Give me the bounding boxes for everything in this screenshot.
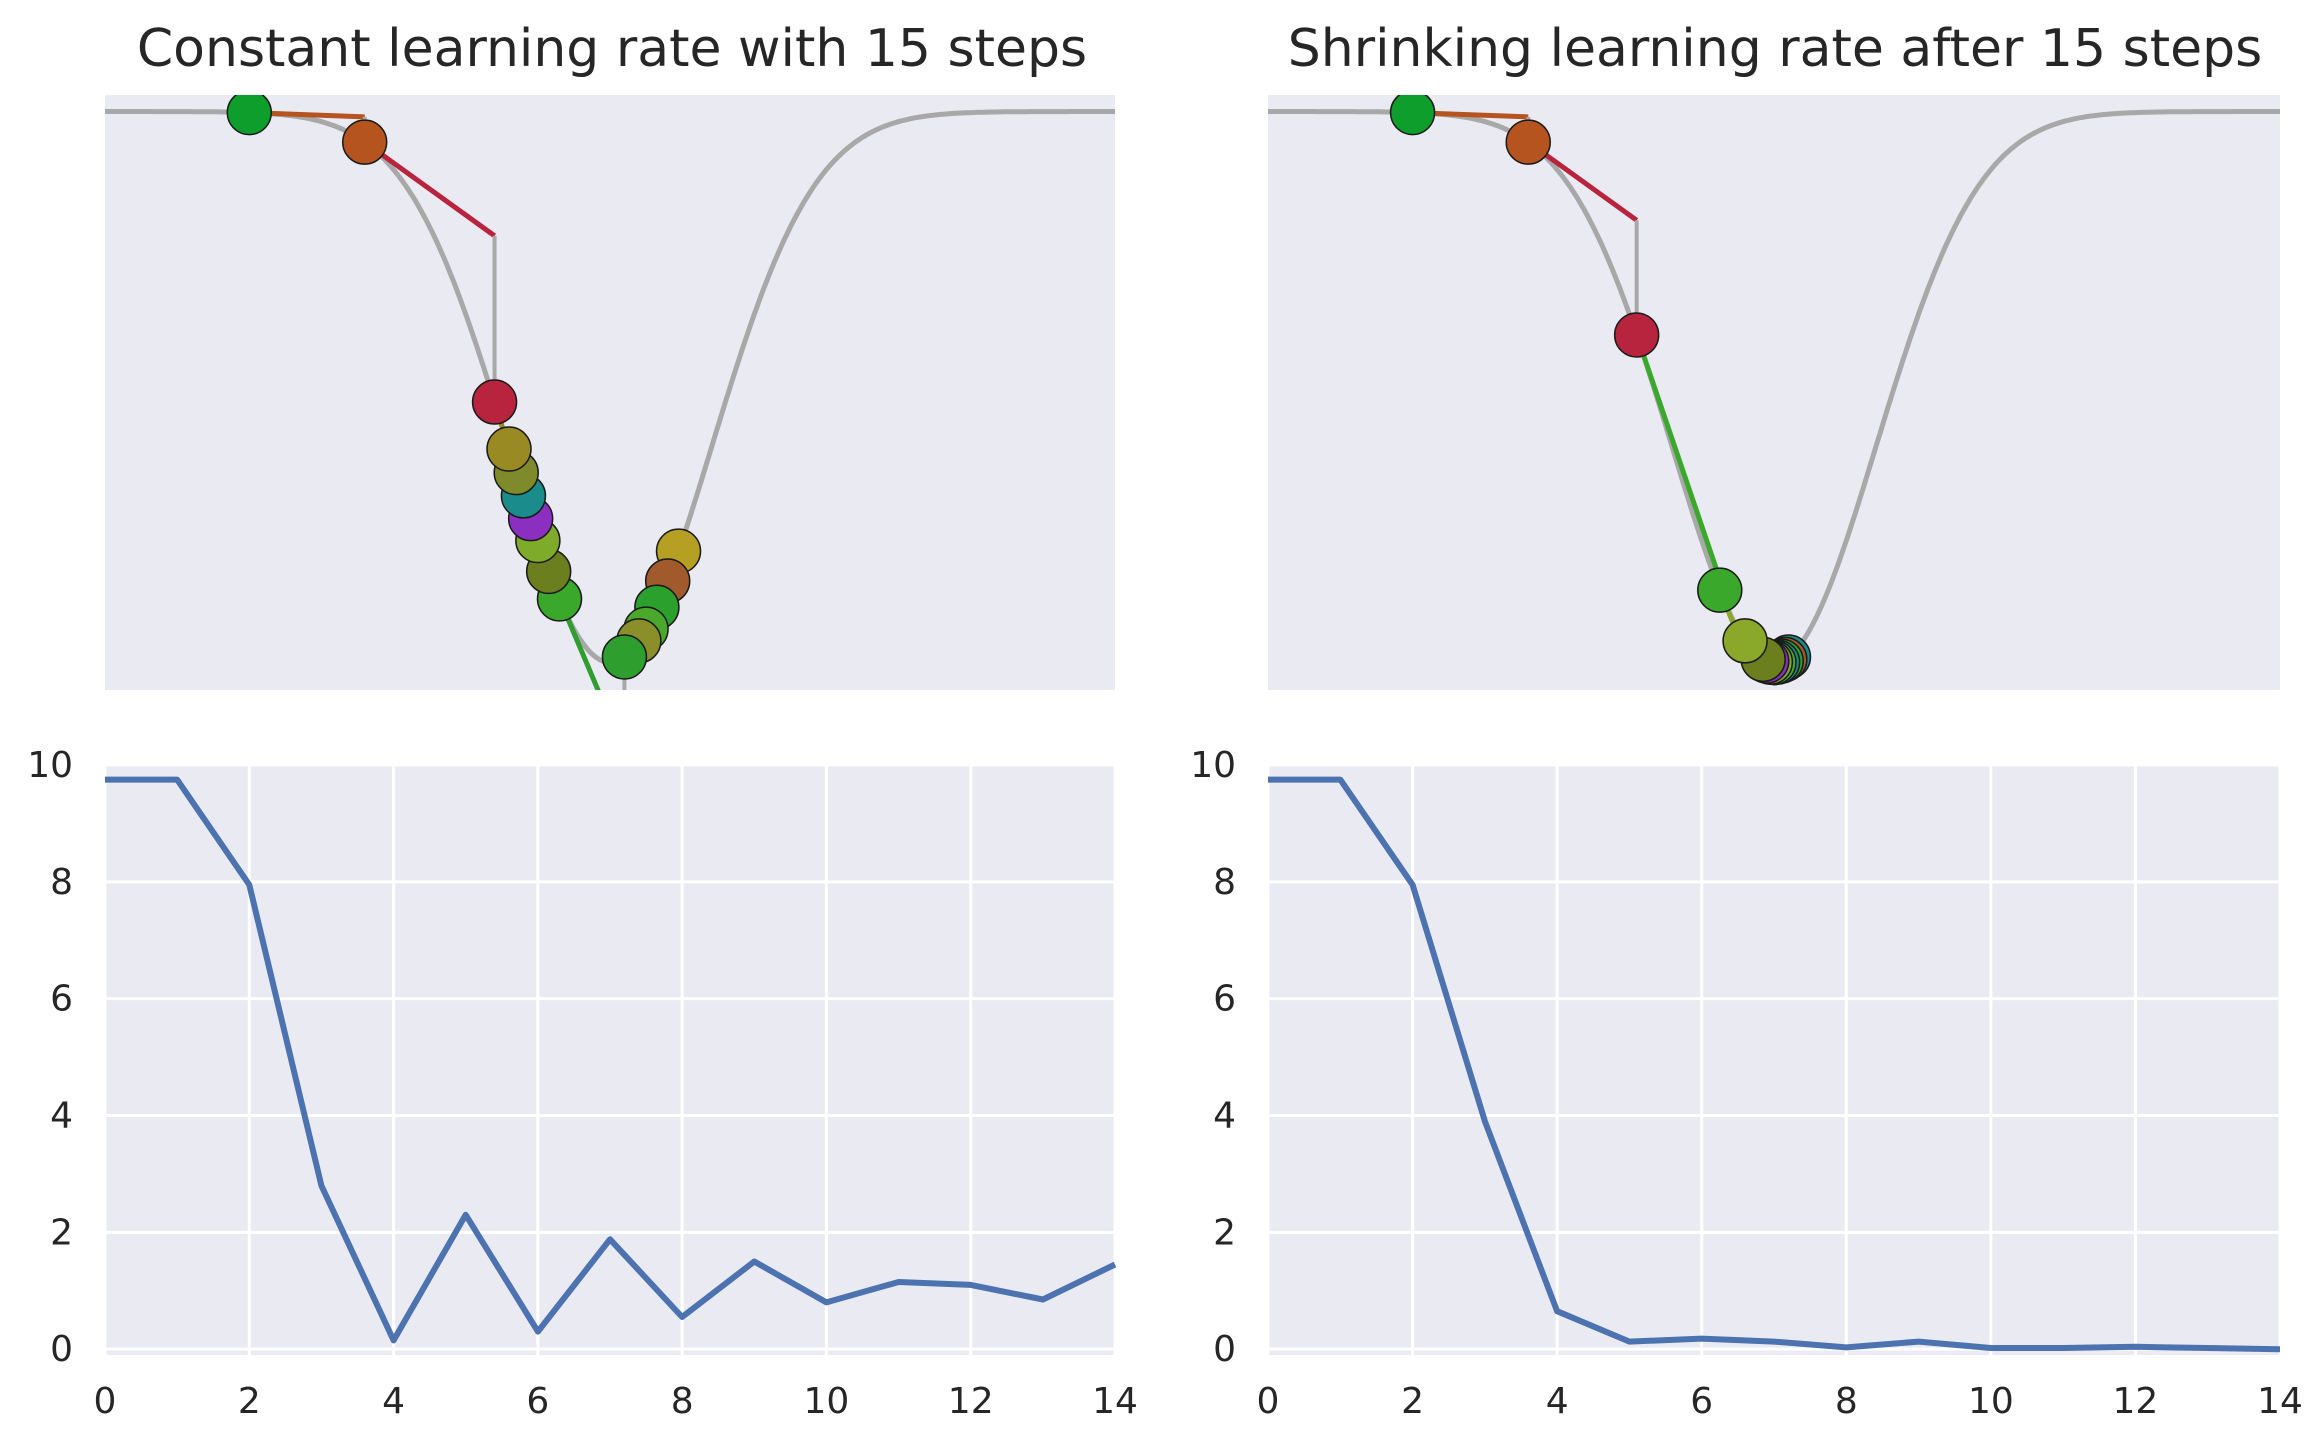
step-point — [486, 426, 532, 472]
x-tick-label: 10 — [1968, 1381, 2014, 1422]
step-point — [1613, 312, 1660, 358]
loss-line — [105, 776, 1117, 1344]
y-tick-label: 6 — [1213, 979, 1236, 1020]
plot-area — [105, 95, 1115, 690]
y-tick-label: 8 — [1213, 862, 1236, 903]
x-tick-label: 14 — [2257, 1381, 2303, 1422]
plot-area — [105, 765, 1115, 1355]
x-tick-label: 0 — [1257, 1381, 1280, 1422]
y-tick-label: 2 — [1213, 1212, 1236, 1253]
panel-bottom-right: 0 2 4 6 8 10 12 14 0 2 4 6 8 10 — [1190, 745, 2303, 1422]
step-segment — [557, 597, 601, 690]
x-tick-label: 2 — [238, 1381, 261, 1422]
panel-bottom-left: 0 2 4 6 8 10 12 14 0 2 4 6 8 10 — [27, 745, 1138, 1422]
loss-line — [1268, 776, 2281, 1353]
x-tick-label: 14 — [1092, 1381, 1138, 1422]
y-tick-label: 0 — [1213, 1329, 1236, 1370]
step-segment — [363, 140, 497, 238]
title-top-right: Shrinking learning rate after 15 steps — [1288, 19, 2262, 79]
x-tick-label: 8 — [1835, 1381, 1858, 1422]
panel-top-right — [1268, 95, 2280, 690]
x-tick-label: 10 — [804, 1381, 850, 1422]
y-tick-label: 8 — [50, 862, 73, 903]
x-tick-label: 2 — [1401, 1381, 1424, 1422]
x-tick-label: 4 — [1546, 1381, 1569, 1422]
y-tick-label: 4 — [50, 1095, 73, 1136]
x-tick-label: 0 — [94, 1381, 117, 1422]
step-point — [601, 634, 648, 680]
step-point — [1505, 119, 1551, 165]
x-tick-label: 4 — [382, 1381, 405, 1422]
step-point — [1722, 618, 1768, 664]
step-point — [226, 95, 273, 136]
y-tick-label: 10 — [1190, 745, 1236, 786]
y-tick-label: 0 — [50, 1329, 73, 1370]
title-top-left: Constant learning rate with 15 steps — [137, 19, 1087, 79]
panel-top-left — [105, 95, 1115, 690]
step-point — [1389, 95, 1436, 136]
y-tick-label: 10 — [27, 745, 73, 786]
x-tick-label: 6 — [1690, 1381, 1713, 1422]
step-point — [471, 379, 518, 425]
x-tick-label: 12 — [2113, 1381, 2159, 1422]
plot-area — [1268, 765, 2280, 1355]
x-tick-label: 8 — [671, 1381, 694, 1422]
y-tick-label: 4 — [1213, 1095, 1236, 1136]
y-tick-label: 2 — [50, 1212, 73, 1253]
y-tick-label: 6 — [50, 979, 73, 1020]
step-segment — [1634, 334, 1723, 580]
x-tick-label: 12 — [948, 1381, 994, 1422]
x-tick-label: 6 — [526, 1381, 549, 1422]
plot-area — [1268, 95, 2280, 690]
step-point — [1697, 567, 1743, 613]
step-point — [341, 119, 388, 165]
